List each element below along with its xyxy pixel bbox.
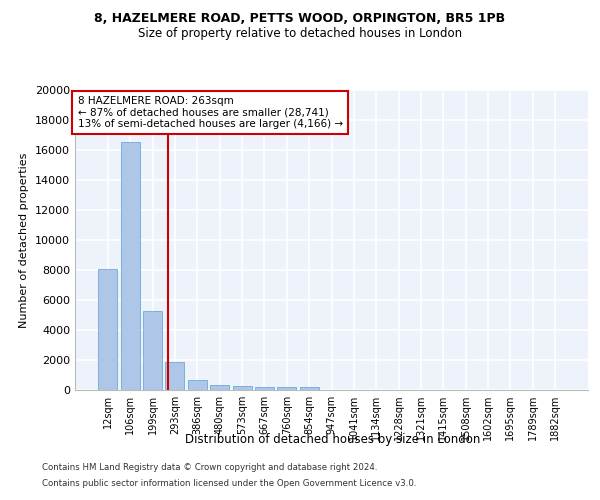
Bar [210,385,229,390]
Bar [233,386,251,390]
Text: 8 HAZELMERE ROAD: 263sqm
← 87% of detached houses are smaller (28,741)
13% of se: 8 HAZELMERE ROAD: 263sqm ← 87% of detach… [77,96,343,129]
Text: Distribution of detached houses by size in London: Distribution of detached houses by size … [185,432,481,446]
Text: Size of property relative to detached houses in London: Size of property relative to detached ho… [138,28,462,40]
Bar [299,388,319,390]
Text: 8, HAZELMERE ROAD, PETTS WOOD, ORPINGTON, BR5 1PB: 8, HAZELMERE ROAD, PETTS WOOD, ORPINGTON… [94,12,506,26]
Text: Contains HM Land Registry data © Crown copyright and database right 2024.: Contains HM Land Registry data © Crown c… [42,464,377,472]
Bar [121,142,140,390]
Y-axis label: Number of detached properties: Number of detached properties [19,152,29,328]
Bar [277,387,296,390]
Text: Contains public sector information licensed under the Open Government Licence v3: Contains public sector information licen… [42,478,416,488]
Bar [143,310,162,390]
Bar [188,380,207,390]
Bar [255,386,274,390]
Bar [98,268,118,390]
Bar [166,362,184,390]
